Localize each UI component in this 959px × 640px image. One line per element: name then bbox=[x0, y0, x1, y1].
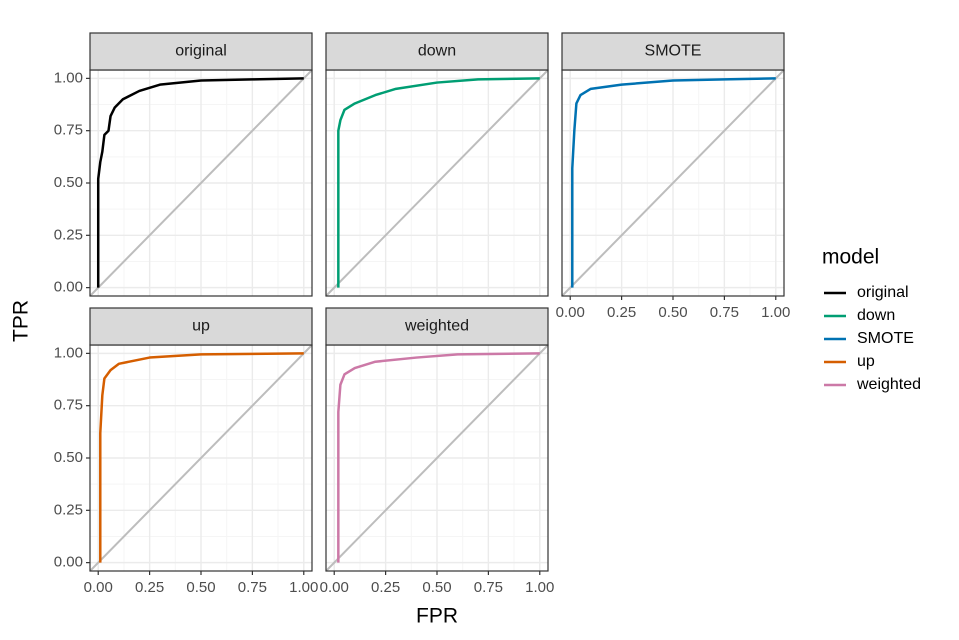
legend-label: down bbox=[857, 307, 895, 324]
x-tick-label: 1.00 bbox=[761, 304, 790, 321]
x-tick-label: 0.75 bbox=[238, 579, 267, 596]
diagonal bbox=[325, 344, 549, 572]
x-axis-title: FPR bbox=[416, 605, 458, 628]
diagonal bbox=[89, 69, 313, 297]
diagonal bbox=[89, 344, 313, 572]
legend-label: original bbox=[857, 284, 909, 301]
y-tick-label: 0.50 bbox=[54, 449, 83, 466]
x-tick-label: 0.75 bbox=[710, 304, 739, 321]
strip-label: down bbox=[418, 43, 456, 60]
x-tick-label: 0.50 bbox=[658, 304, 687, 321]
diagonal bbox=[325, 69, 549, 297]
strip bbox=[89, 32, 313, 71]
roc-line bbox=[571, 77, 776, 288]
x-tick-label: 1.00 bbox=[525, 579, 554, 596]
diagonal bbox=[561, 69, 785, 297]
strip bbox=[325, 32, 549, 71]
y-tick-label: 1.00 bbox=[54, 69, 83, 86]
x-tick-label: 0.25 bbox=[371, 579, 400, 596]
strip bbox=[325, 307, 549, 346]
x-tick-label: 0.00 bbox=[320, 579, 349, 596]
legend-title: model bbox=[822, 246, 879, 269]
y-tick-label: 0.50 bbox=[54, 174, 83, 191]
y-tick-label: 0.00 bbox=[54, 279, 83, 296]
y-tick-label: 0.00 bbox=[54, 554, 83, 571]
y-tick-label: 0.25 bbox=[54, 226, 83, 243]
strip-label: weighted bbox=[404, 318, 469, 335]
legend-label: SMOTE bbox=[857, 330, 914, 347]
x-tick-label: 0.00 bbox=[84, 579, 113, 596]
roc-line bbox=[96, 77, 304, 288]
roc-line bbox=[337, 352, 540, 563]
y-tick-label: 1.00 bbox=[54, 344, 83, 361]
roc-line bbox=[337, 77, 540, 288]
x-tick-label: 0.25 bbox=[607, 304, 636, 321]
strip-label: SMOTE bbox=[645, 43, 702, 60]
x-tick-label: 0.25 bbox=[135, 579, 164, 596]
roc-line bbox=[99, 352, 304, 563]
legend-label: up bbox=[857, 353, 875, 370]
x-tick-label: 0.75 bbox=[474, 579, 503, 596]
x-tick-label: 0.00 bbox=[556, 304, 585, 321]
strip bbox=[561, 32, 785, 71]
y-axis-title: TPR bbox=[10, 300, 33, 342]
strip-label: original bbox=[175, 43, 227, 60]
x-tick-label: 0.50 bbox=[186, 579, 215, 596]
y-tick-label: 0.75 bbox=[54, 397, 83, 414]
x-tick-label: 1.00 bbox=[289, 579, 318, 596]
y-tick-label: 0.25 bbox=[54, 501, 83, 518]
strip bbox=[89, 307, 313, 346]
y-tick-label: 0.75 bbox=[54, 122, 83, 139]
x-tick-label: 0.50 bbox=[422, 579, 451, 596]
strip-label: up bbox=[192, 318, 210, 335]
legend-label: weighted bbox=[856, 376, 921, 393]
